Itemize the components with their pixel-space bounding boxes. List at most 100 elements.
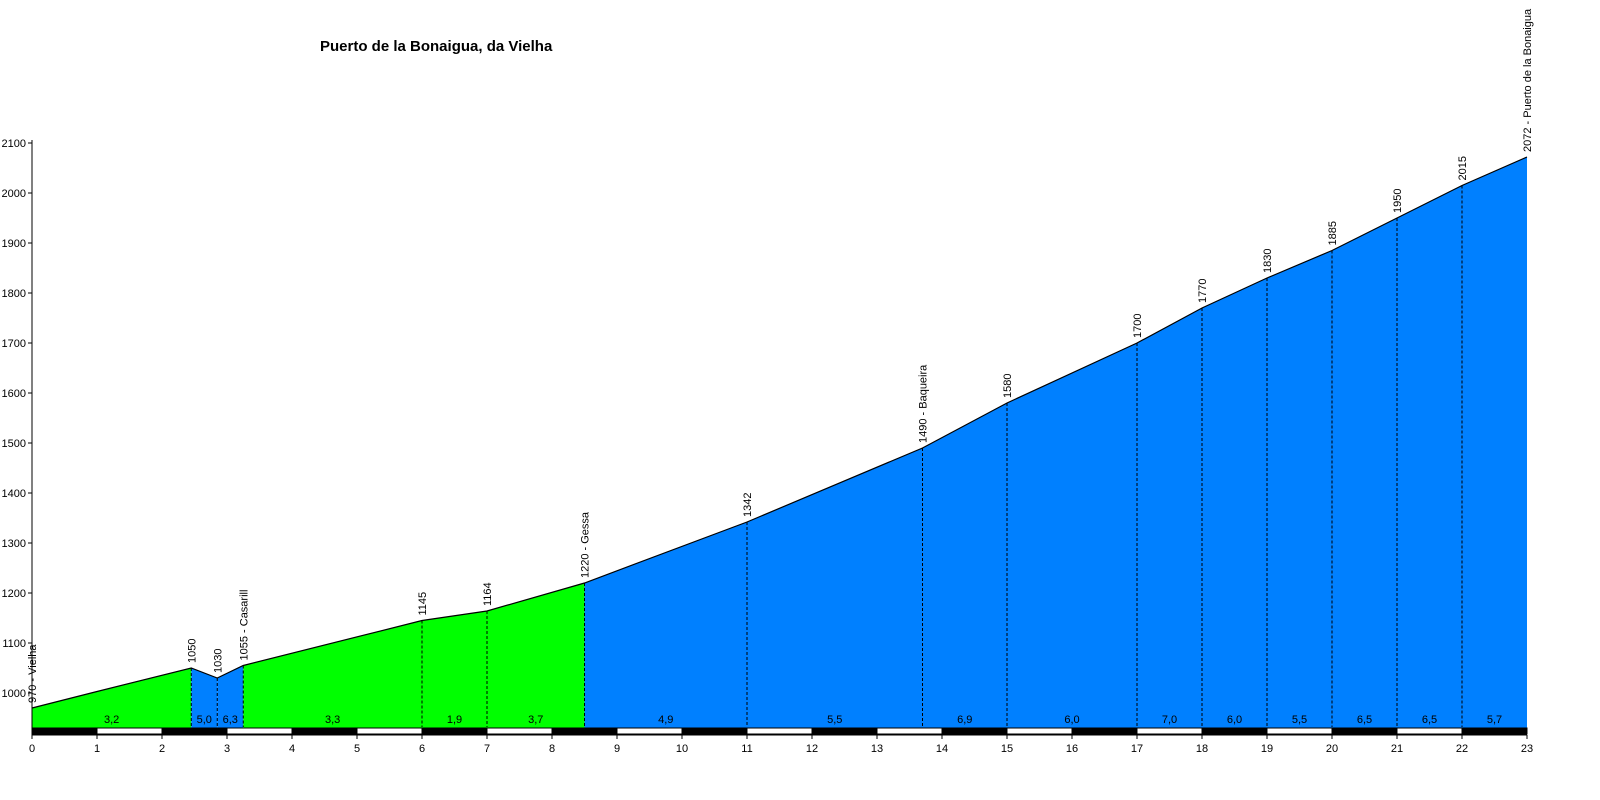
- x-tick-label: 18: [1196, 743, 1208, 755]
- segment-area-12: [1267, 250, 1332, 735]
- distance-strip-block: [161, 727, 228, 735]
- y-tick-label: 1700: [2, 338, 26, 350]
- distance-strip-block: [486, 727, 553, 735]
- segment-area-0: [32, 668, 192, 735]
- segment-gradient-label: 6,5: [1357, 714, 1372, 726]
- distance-strip-block: [421, 727, 488, 735]
- y-tick-label: 1800: [2, 288, 26, 300]
- x-tick-label: 7: [484, 743, 490, 755]
- elevation-point-label: 1885: [1327, 221, 1339, 245]
- distance-strip-block: [1006, 727, 1073, 735]
- distance-strip-block: [31, 727, 98, 735]
- segment-gradient-label: 6,5: [1422, 714, 1437, 726]
- distance-strip-block: [551, 727, 618, 735]
- x-tick-label: 22: [1456, 743, 1468, 755]
- segment-gradient-label: 6,9: [957, 714, 972, 726]
- segment-area-4: [422, 611, 487, 735]
- segment-area-8: [922, 403, 1007, 735]
- segment-area-13: [1332, 218, 1397, 735]
- distance-strip-block: [681, 727, 748, 735]
- segment-gradient-label: 5,0: [197, 714, 212, 726]
- y-tick-label: 1200: [2, 588, 26, 600]
- x-tick-label: 23: [1521, 743, 1533, 755]
- distance-strip-block: [876, 727, 943, 735]
- distance-strip-block: [226, 727, 293, 735]
- y-tick-label: 1500: [2, 438, 26, 450]
- x-tick-label: 2: [159, 743, 165, 755]
- x-tick-label: 14: [936, 743, 948, 755]
- segment-area-10: [1137, 308, 1202, 735]
- y-tick-label: 1300: [2, 538, 26, 550]
- segment-area-7: [747, 448, 923, 735]
- elevation-point-label: 1055 - Casarill: [238, 590, 250, 661]
- segment-gradient-label: 3,7: [528, 714, 543, 726]
- distance-strip-block: [1461, 727, 1528, 735]
- segment-area-14: [1397, 185, 1462, 735]
- y-tick-label: 1400: [2, 488, 26, 500]
- y-tick-label: 1000: [2, 688, 26, 700]
- distance-strip-block: [1331, 727, 1398, 735]
- distance-strip-block: [96, 727, 163, 735]
- distance-strip-block: [1071, 727, 1138, 735]
- elevation-point-label: 1700: [1132, 314, 1144, 338]
- distance-strip-block: [356, 727, 423, 735]
- x-tick-label: 4: [289, 743, 295, 755]
- x-tick-label: 5: [354, 743, 360, 755]
- x-tick-label: 10: [676, 743, 688, 755]
- distance-strip-block: [811, 727, 878, 735]
- elevation-point-label: 1950: [1392, 189, 1404, 213]
- elevation-point-label: 1030: [212, 649, 224, 673]
- distance-strip-block: [291, 727, 358, 735]
- elevation-point-label: 1490 - Baqueira: [918, 364, 930, 443]
- segment-gradient-label: 6,0: [1064, 714, 1079, 726]
- elevation-point-label: 1770: [1197, 279, 1209, 303]
- segment-gradient-label: 1,9: [447, 714, 462, 726]
- segment-area-9: [1007, 343, 1137, 735]
- elevation-point-label: 2015: [1457, 156, 1469, 180]
- elevation-point-label: 1830: [1262, 249, 1274, 273]
- x-tick-label: 19: [1261, 743, 1273, 755]
- distance-strip-block: [1396, 727, 1463, 735]
- x-tick-label: 1: [94, 743, 100, 755]
- x-tick-label: 16: [1066, 743, 1078, 755]
- elevation-point-label: 1145: [417, 592, 429, 616]
- distance-strip-block: [1266, 727, 1333, 735]
- y-tick-label: 2100: [2, 138, 26, 150]
- x-tick-label: 17: [1131, 743, 1143, 755]
- x-tick-label: 12: [806, 743, 818, 755]
- x-tick-label: 0: [29, 743, 35, 755]
- segment-gradient-label: 5,5: [1292, 714, 1307, 726]
- segment-area-3: [243, 620, 422, 735]
- segment-gradient-label: 5,5: [827, 714, 842, 726]
- segment-area-11: [1202, 278, 1267, 735]
- distance-strip-block: [746, 727, 813, 735]
- distance-strip-block: [616, 727, 683, 735]
- x-tick-label: 15: [1001, 743, 1013, 755]
- elevation-point-label: 970 - Vielha: [27, 644, 39, 703]
- elevation-point-label: 2072 - Puerto de la Bonaigua: [1522, 8, 1534, 152]
- segment-gradient-label: 4,9: [658, 714, 673, 726]
- y-tick-label: 2000: [2, 188, 26, 200]
- distance-strip-block: [1136, 727, 1203, 735]
- x-tick-label: 21: [1391, 743, 1403, 755]
- segment-area-1: [191, 668, 218, 735]
- x-tick-label: 6: [419, 743, 425, 755]
- segment-area-15: [1462, 157, 1527, 735]
- distance-strip-block: [1201, 727, 1268, 735]
- elevation-point-label: 1050: [186, 639, 198, 663]
- segment-gradient-label: 6,3: [223, 714, 238, 726]
- segment-area-2: [217, 665, 244, 735]
- segment-gradient-label: 6,0: [1227, 714, 1242, 726]
- y-tick-label: 1600: [2, 388, 26, 400]
- x-tick-label: 8: [549, 743, 555, 755]
- x-tick-label: 13: [871, 743, 883, 755]
- distance-strip-block: [941, 727, 1008, 735]
- x-tick-label: 9: [614, 743, 620, 755]
- y-tick-label: 1900: [2, 238, 26, 250]
- x-tick-label: 11: [741, 743, 752, 755]
- y-tick-label: 1100: [2, 638, 26, 650]
- segment-gradient-label: 5,7: [1487, 714, 1502, 726]
- profile-line: [31, 156, 1528, 709]
- segment-gradient-label: 3,2: [104, 714, 119, 726]
- segment-gradient-label: 3,3: [325, 714, 340, 726]
